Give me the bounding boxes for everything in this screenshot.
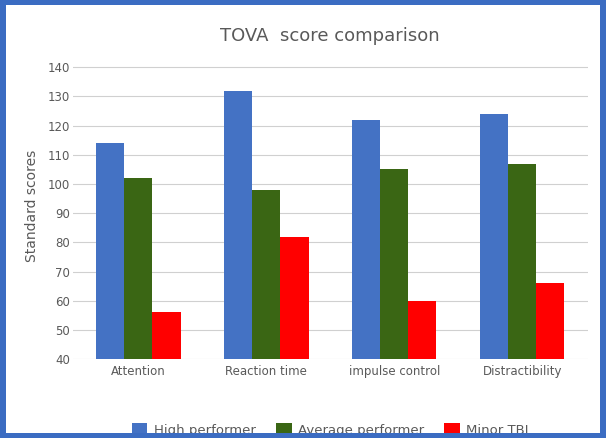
Bar bbox=[281, 237, 308, 438]
Bar bbox=[224, 91, 252, 438]
Title: TOVA  score comparison: TOVA score comparison bbox=[221, 28, 440, 46]
Bar bbox=[380, 170, 408, 438]
Bar bbox=[153, 312, 181, 438]
Bar bbox=[408, 301, 436, 438]
Bar bbox=[536, 283, 564, 438]
Bar bbox=[352, 120, 380, 438]
Bar bbox=[124, 178, 153, 438]
Legend: High performer, Average performer, Minor TBI: High performer, Average performer, Minor… bbox=[126, 418, 534, 438]
Bar bbox=[96, 143, 124, 438]
Bar bbox=[508, 163, 536, 438]
Bar bbox=[480, 114, 508, 438]
Bar bbox=[252, 190, 281, 438]
Y-axis label: Standard scores: Standard scores bbox=[25, 150, 39, 262]
